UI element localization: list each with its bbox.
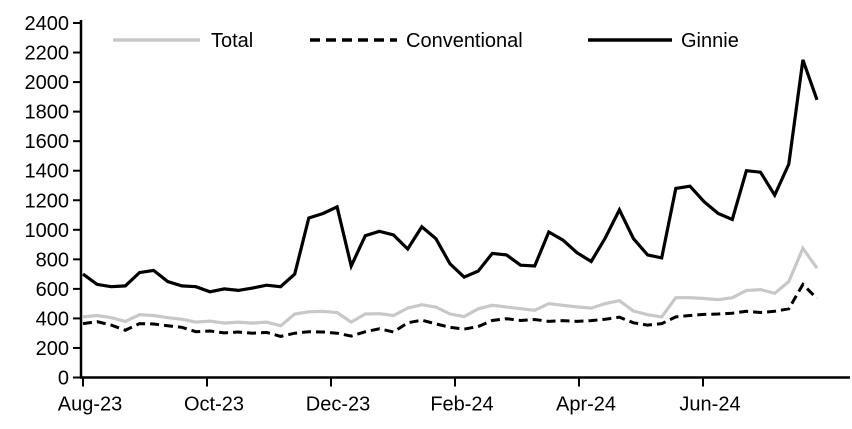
- legend-label-conventional: Conventional: [406, 30, 523, 52]
- series-lines: [82, 59, 819, 338]
- y-tick-label: 200: [36, 338, 69, 360]
- y-tick-label: 1600: [25, 131, 70, 153]
- x-tick-label: Feb-24: [430, 394, 493, 416]
- y-tick-label: 1400: [25, 161, 70, 183]
- y-tick-label: 1000: [25, 220, 70, 242]
- y-tick-label: 1200: [25, 190, 70, 212]
- axes: [79, 20, 850, 379]
- y-tick-label: 0: [58, 368, 69, 390]
- x-tick-label: Aug-23: [58, 394, 123, 416]
- x-tick-label: Apr-24: [556, 394, 616, 416]
- legend-label-total: Total: [211, 30, 253, 52]
- legend-label-ginnie: Ginnie: [681, 30, 739, 52]
- y-tick-label: 1800: [25, 102, 70, 124]
- series-line-conventional: [82, 281, 819, 338]
- x-axis-ticks: Aug-23 Oct-23 Dec-23 Feb-24 Apr-24 Jun-24: [58, 377, 741, 416]
- y-tick-label: 600: [36, 279, 69, 301]
- series-line-ginnie: [82, 59, 819, 294]
- series-line-total: [82, 245, 819, 328]
- y-tick-label: 800: [36, 249, 69, 271]
- x-tick-label: Dec-23: [306, 394, 370, 416]
- y-tick-label: 2200: [25, 43, 70, 65]
- y-axis-ticks: 0 200 400 600 800 1000 1200 1400 1600 1800 2000 220…: [25, 13, 81, 390]
- y-tick-label: 2000: [25, 72, 70, 94]
- y-tick-label: 2400: [25, 13, 70, 35]
- x-tick-label: Jun-24: [679, 394, 740, 416]
- y-tick-label: 400: [36, 308, 69, 330]
- x-tick-label: Oct-23: [184, 394, 244, 416]
- chart-legend: Total Conventional Ginnie: [113, 30, 739, 52]
